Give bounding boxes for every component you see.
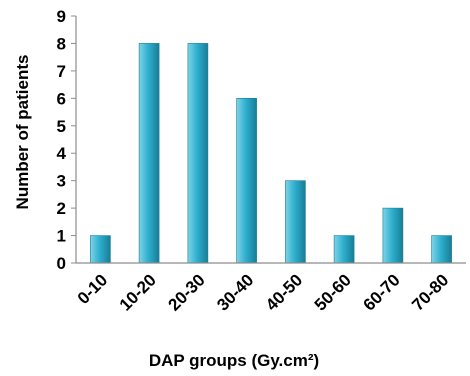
y-tick-label: 4	[57, 144, 67, 163]
y-tick-label: 6	[57, 89, 66, 108]
y-tick-label: 7	[57, 62, 66, 81]
y-tick-label: 0	[57, 254, 66, 273]
y-tick-label: 9	[57, 7, 66, 26]
axes-group	[75, 16, 466, 264]
y-tick-label: 8	[57, 34, 66, 53]
bar-60-70	[382, 207, 404, 264]
bar-70-80	[431, 235, 452, 264]
x-tick-label: 50-60	[311, 270, 355, 314]
bars-group	[90, 43, 452, 264]
x-tick-label: 60-70	[360, 270, 404, 314]
x-tick-label: 40-50	[262, 270, 306, 314]
x-tick-label: 30-40	[213, 270, 257, 314]
bar-50-60	[333, 235, 355, 264]
y-tick-label: 5	[57, 117, 66, 136]
bar-30-40	[236, 98, 257, 264]
x-tick-label: 10-20	[116, 270, 160, 314]
y-tick-label: 3	[57, 172, 66, 191]
y-axis-title: Number of patients	[13, 55, 32, 210]
bar-40-50	[285, 180, 306, 264]
y-tick-label: 1	[57, 227, 66, 246]
bar-10-20	[138, 43, 160, 264]
x-axis-title: DAP groups (Gy.cm²)	[149, 351, 319, 370]
bar-20-30	[187, 43, 209, 264]
y-tick-labels: 0 1 2 3 4 5 6 7 8 9	[57, 7, 76, 273]
x-tick-label: 70-80	[408, 270, 452, 314]
y-tick-label: 2	[57, 199, 66, 218]
x-tick-label: 20-30	[165, 270, 209, 314]
x-tick-label: 0-10	[74, 270, 111, 307]
x-tick-labels: 0-10 10-20 20-30 30-40 40-50 50-60 60-70 70-80	[74, 270, 453, 314]
bar-0-10	[90, 235, 111, 264]
